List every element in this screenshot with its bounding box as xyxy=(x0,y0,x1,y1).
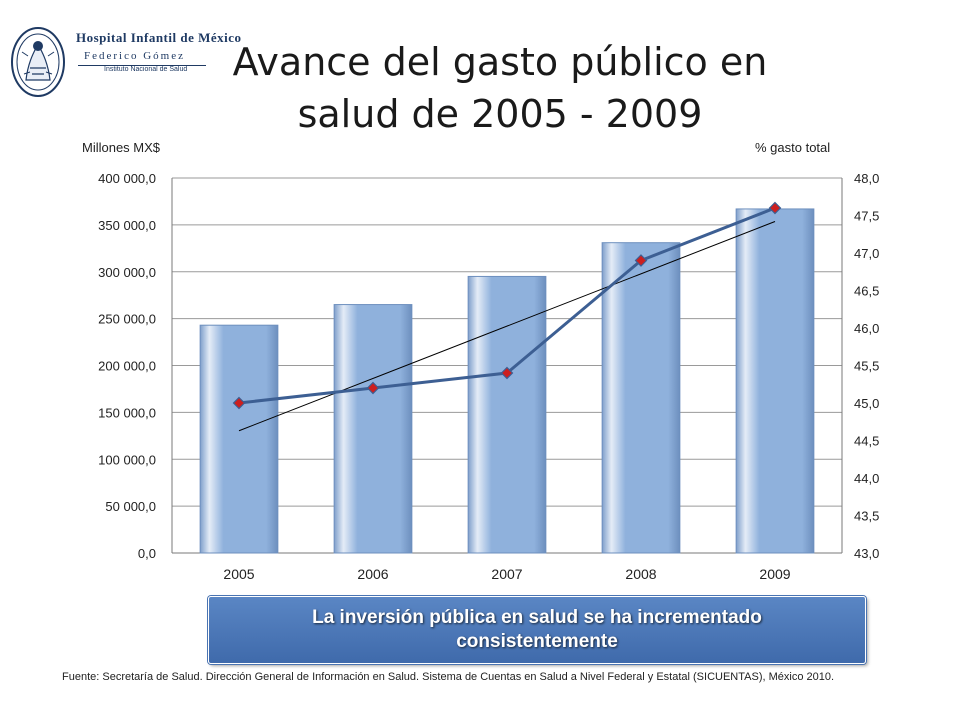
callout-text: La inversión pública en salud se ha incr… xyxy=(312,607,762,652)
spending-chart: 0,0 50 000,0 100 000,0 150 000,0 200 000,0 25… xyxy=(98,171,879,582)
y2-tick-label: 45,0 xyxy=(854,396,879,411)
x-tick-label: 2006 xyxy=(357,566,388,582)
line-point xyxy=(232,396,246,410)
y2-tick-label: 43,0 xyxy=(854,546,879,561)
logo-name: Hospital Infantil de México xyxy=(76,30,242,45)
hospital-logo: Hospital Infantil de México Federico Góm… xyxy=(8,22,241,106)
x-tick-label: 2007 xyxy=(491,566,522,582)
x-tick-label: 2008 xyxy=(625,566,656,582)
y-tick-label: 250 000,0 xyxy=(98,312,156,327)
y-tick-label: 300 000,0 xyxy=(98,265,156,280)
page-title: Avance del gasto público en salud de 200… xyxy=(232,40,768,136)
bar xyxy=(199,324,279,554)
logo-divider xyxy=(78,65,206,66)
bar xyxy=(467,275,547,554)
y2-tick-label: 46,0 xyxy=(854,321,879,336)
logo-subname: Federico Gómez xyxy=(84,50,185,62)
bar xyxy=(735,208,815,554)
line-point xyxy=(366,381,380,395)
bar xyxy=(601,242,681,554)
y-tick-label: 0,0 xyxy=(138,546,156,561)
y2-tick-label: 44,0 xyxy=(854,471,879,486)
y-tick-label: 100 000,0 xyxy=(98,452,156,467)
y-axis-unit-label: Millones MX$ xyxy=(82,140,161,155)
y2-tick-label: 43,5 xyxy=(854,509,879,524)
x-tick-label: 2009 xyxy=(759,566,790,582)
y2-tick-label: 47,5 xyxy=(854,209,879,224)
source-note: Fuente: Secretaría de Salud. Dirección G… xyxy=(62,671,835,683)
line-point xyxy=(634,254,648,267)
y2-tick-label: 46,5 xyxy=(854,284,879,299)
hospital-seal-icon xyxy=(11,27,65,97)
y-tick-label: 50 000,0 xyxy=(105,499,156,514)
y2-tick-label: 44,5 xyxy=(854,434,879,449)
y-tick-label: 150 000,0 xyxy=(98,405,156,420)
logo-institute: Instituto Nacional de Salud xyxy=(104,66,188,73)
y-tick-label: 200 000,0 xyxy=(98,359,156,374)
y-tick-label: 400 000,0 xyxy=(98,171,156,186)
trendline xyxy=(238,221,776,432)
line-point xyxy=(768,201,782,215)
y2-tick-label: 47,0 xyxy=(854,246,879,261)
y2-tick-label: 45,5 xyxy=(854,359,879,374)
callout-banner: La inversión pública en salud se ha incr… xyxy=(208,596,866,664)
y2-axis-unit-label: % gasto total xyxy=(755,140,831,155)
line-point xyxy=(500,366,514,380)
y2-tick-label: 48,0 xyxy=(854,171,879,186)
bar xyxy=(333,304,413,554)
x-tick-label: 2005 xyxy=(223,566,254,582)
y-tick-label: 350 000,0 xyxy=(98,218,156,233)
